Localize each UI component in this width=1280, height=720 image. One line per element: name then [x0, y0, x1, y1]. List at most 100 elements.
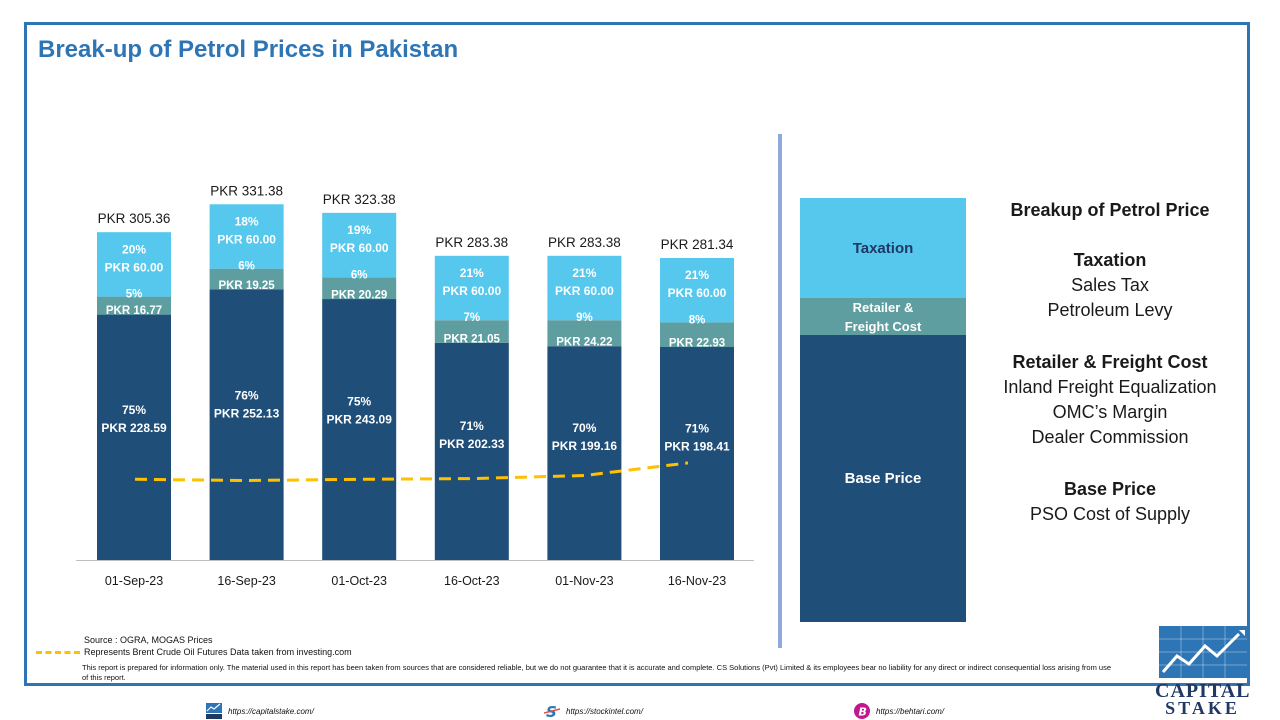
breakdown-base: Base Price PSO Cost of Supply	[980, 477, 1240, 527]
data-label-value: PKR 60.00	[217, 232, 276, 246]
legend-retailer-freight: Retailer & Freight Cost	[800, 298, 966, 335]
data-label-value: PKR 243.09	[327, 412, 393, 426]
bar-segment-retailer	[547, 320, 622, 347]
data-label-value: PKR 60.00	[555, 284, 614, 298]
brent-legend: Represents Brent Crude Oil Futures Data …	[36, 647, 352, 657]
breakdown-retailer-head: Retailer & Freight Cost	[1012, 352, 1208, 372]
breakdown-retailer: Retailer & Freight Cost Inland Freight E…	[980, 350, 1240, 450]
total-label: PKR 331.38	[210, 183, 283, 198]
section-divider	[778, 134, 782, 648]
data-label-value: PKR 60.00	[442, 284, 501, 298]
bar-segment-taxation	[322, 212, 397, 278]
data-label-percent: 75%	[122, 403, 146, 417]
breakdown-title: Breakup of Petrol Price	[1010, 200, 1210, 220]
data-label-percent: 20%	[122, 242, 146, 256]
x-tick-label: 16-Sep-23	[217, 574, 275, 588]
logo-text-stake: STAKE	[1165, 698, 1240, 718]
legend-taxation-label: Taxation	[852, 239, 914, 257]
stockintel-icon: S	[544, 703, 560, 719]
data-label-value: PKR 199.16	[552, 439, 618, 453]
data-label-percent: 21%	[685, 268, 709, 282]
breakdown-item: Dealer Commission	[1031, 427, 1189, 447]
data-label-percent: 7%	[463, 312, 480, 324]
data-label-value: PKR 198.41	[664, 440, 730, 454]
footer-link-text[interactable]: https://capitalstake.com/	[228, 706, 314, 716]
bar-segment-base	[434, 342, 509, 560]
data-label-percent: 21%	[460, 266, 484, 280]
legend-retailer-line2: Freight Cost	[844, 318, 922, 334]
bar-segment-retailer	[660, 322, 734, 348]
breakdown-item: PSO Cost of Supply	[1029, 504, 1191, 524]
x-tick-label: 16-Nov-23	[668, 574, 726, 588]
breakdown-taxation-head: Taxation	[1073, 250, 1147, 270]
breakdown-item: Sales Tax	[1071, 275, 1149, 295]
bar-segment-taxation	[660, 257, 734, 323]
footer-link-behtari[interactable]: B https://behtari.com/	[854, 703, 944, 719]
footer-link-capitalstake[interactable]: https://capitalstake.com/	[206, 703, 314, 719]
breakdown-taxation: Taxation Sales Tax Petroleum Levy	[980, 248, 1240, 323]
bar-segment-retailer	[434, 320, 509, 343]
legend-base-price: Base Price	[800, 335, 966, 622]
data-label-value: PKR 60.00	[668, 286, 727, 300]
data-label-percent: 5%	[126, 289, 143, 301]
bar-segment-base	[660, 347, 734, 560]
x-tick-label: 16-Oct-23	[444, 574, 500, 588]
data-label-percent: 75%	[347, 394, 371, 408]
data-label-value: PKR 60.00	[105, 260, 164, 274]
source-note: Source : OGRA, MOGAS Prices	[84, 635, 213, 645]
bar-segment-retailer	[322, 277, 397, 300]
brent-crude-line	[134, 461, 689, 483]
legend-taxation: Taxation	[800, 198, 966, 298]
capitalstake-icon	[206, 703, 222, 719]
capital-stake-logo: CAPITAL STAKE	[1155, 626, 1250, 718]
total-label: PKR 283.38	[548, 235, 621, 250]
data-label-percent: 9%	[576, 312, 593, 324]
data-label-value: PKR 16.77	[106, 305, 162, 317]
svg-text:B: B	[859, 706, 867, 719]
behtari-icon: B	[854, 703, 870, 719]
bar-segment-taxation	[547, 255, 622, 321]
breakdown-item: Inland Freight Equalization	[1003, 377, 1217, 397]
data-label-value: PKR 60.00	[330, 241, 389, 255]
x-tick-label: 01-Oct-23	[331, 574, 387, 588]
x-tick-label: 01-Nov-23	[555, 574, 613, 588]
total-label: PKR 283.38	[435, 235, 508, 250]
data-label-percent: 19%	[347, 223, 371, 237]
bar-segment-taxation	[209, 204, 284, 269]
data-label-percent: 76%	[235, 389, 259, 403]
bar-segment-retailer	[209, 268, 284, 290]
breakdown-item: OMC’s Margin	[1052, 402, 1168, 422]
breakdown-base-head: Base Price	[1063, 479, 1157, 499]
dashed-line-icon	[36, 650, 80, 654]
legend-base-label: Base Price	[844, 470, 922, 487]
total-label: PKR 281.34	[661, 237, 734, 252]
bar-segment-base	[322, 299, 397, 560]
data-label-percent: 18%	[235, 214, 259, 228]
disclaimer: This report is prepared for information …	[82, 663, 1111, 682]
bar-segment-taxation	[97, 232, 171, 297]
bar-segment-base	[209, 289, 284, 560]
bar-segment-base	[97, 314, 171, 560]
data-label-value: PKR 252.13	[214, 407, 280, 421]
footer-link-stockintel[interactable]: S https://stockintel.com/	[544, 703, 643, 719]
bar-segment-base	[547, 346, 622, 560]
breakdown-panel: Breakup of Petrol Price Taxation Sales T…	[980, 200, 1240, 554]
bar-segment-retailer	[97, 296, 171, 315]
data-label-percent: 8%	[689, 314, 706, 326]
brent-legend-text: Represents Brent Crude Oil Futures Data …	[84, 647, 352, 657]
page-title: Break-up of Petrol Prices in Pakistan	[38, 36, 459, 63]
data-label-value: PKR 20.29	[331, 290, 387, 302]
data-label-value: PKR 22.93	[669, 338, 725, 350]
data-label-percent: 6%	[351, 269, 368, 281]
footer-link-text[interactable]: https://stockintel.com/	[566, 706, 643, 716]
data-label-value: PKR 21.05	[444, 333, 501, 345]
data-label-value: PKR 202.33	[439, 437, 505, 451]
data-label-percent: 71%	[460, 419, 484, 433]
logo-text-capital: CAPITAL	[1155, 680, 1251, 702]
total-label: PKR 305.36	[98, 211, 171, 226]
legend-retailer-label: Retailer & Freight Cost	[845, 298, 922, 336]
footer-link-text[interactable]: https://behtari.com/	[876, 706, 945, 716]
legend-retailer-line1: Retailer &	[852, 299, 914, 315]
report-frame	[24, 22, 1250, 686]
